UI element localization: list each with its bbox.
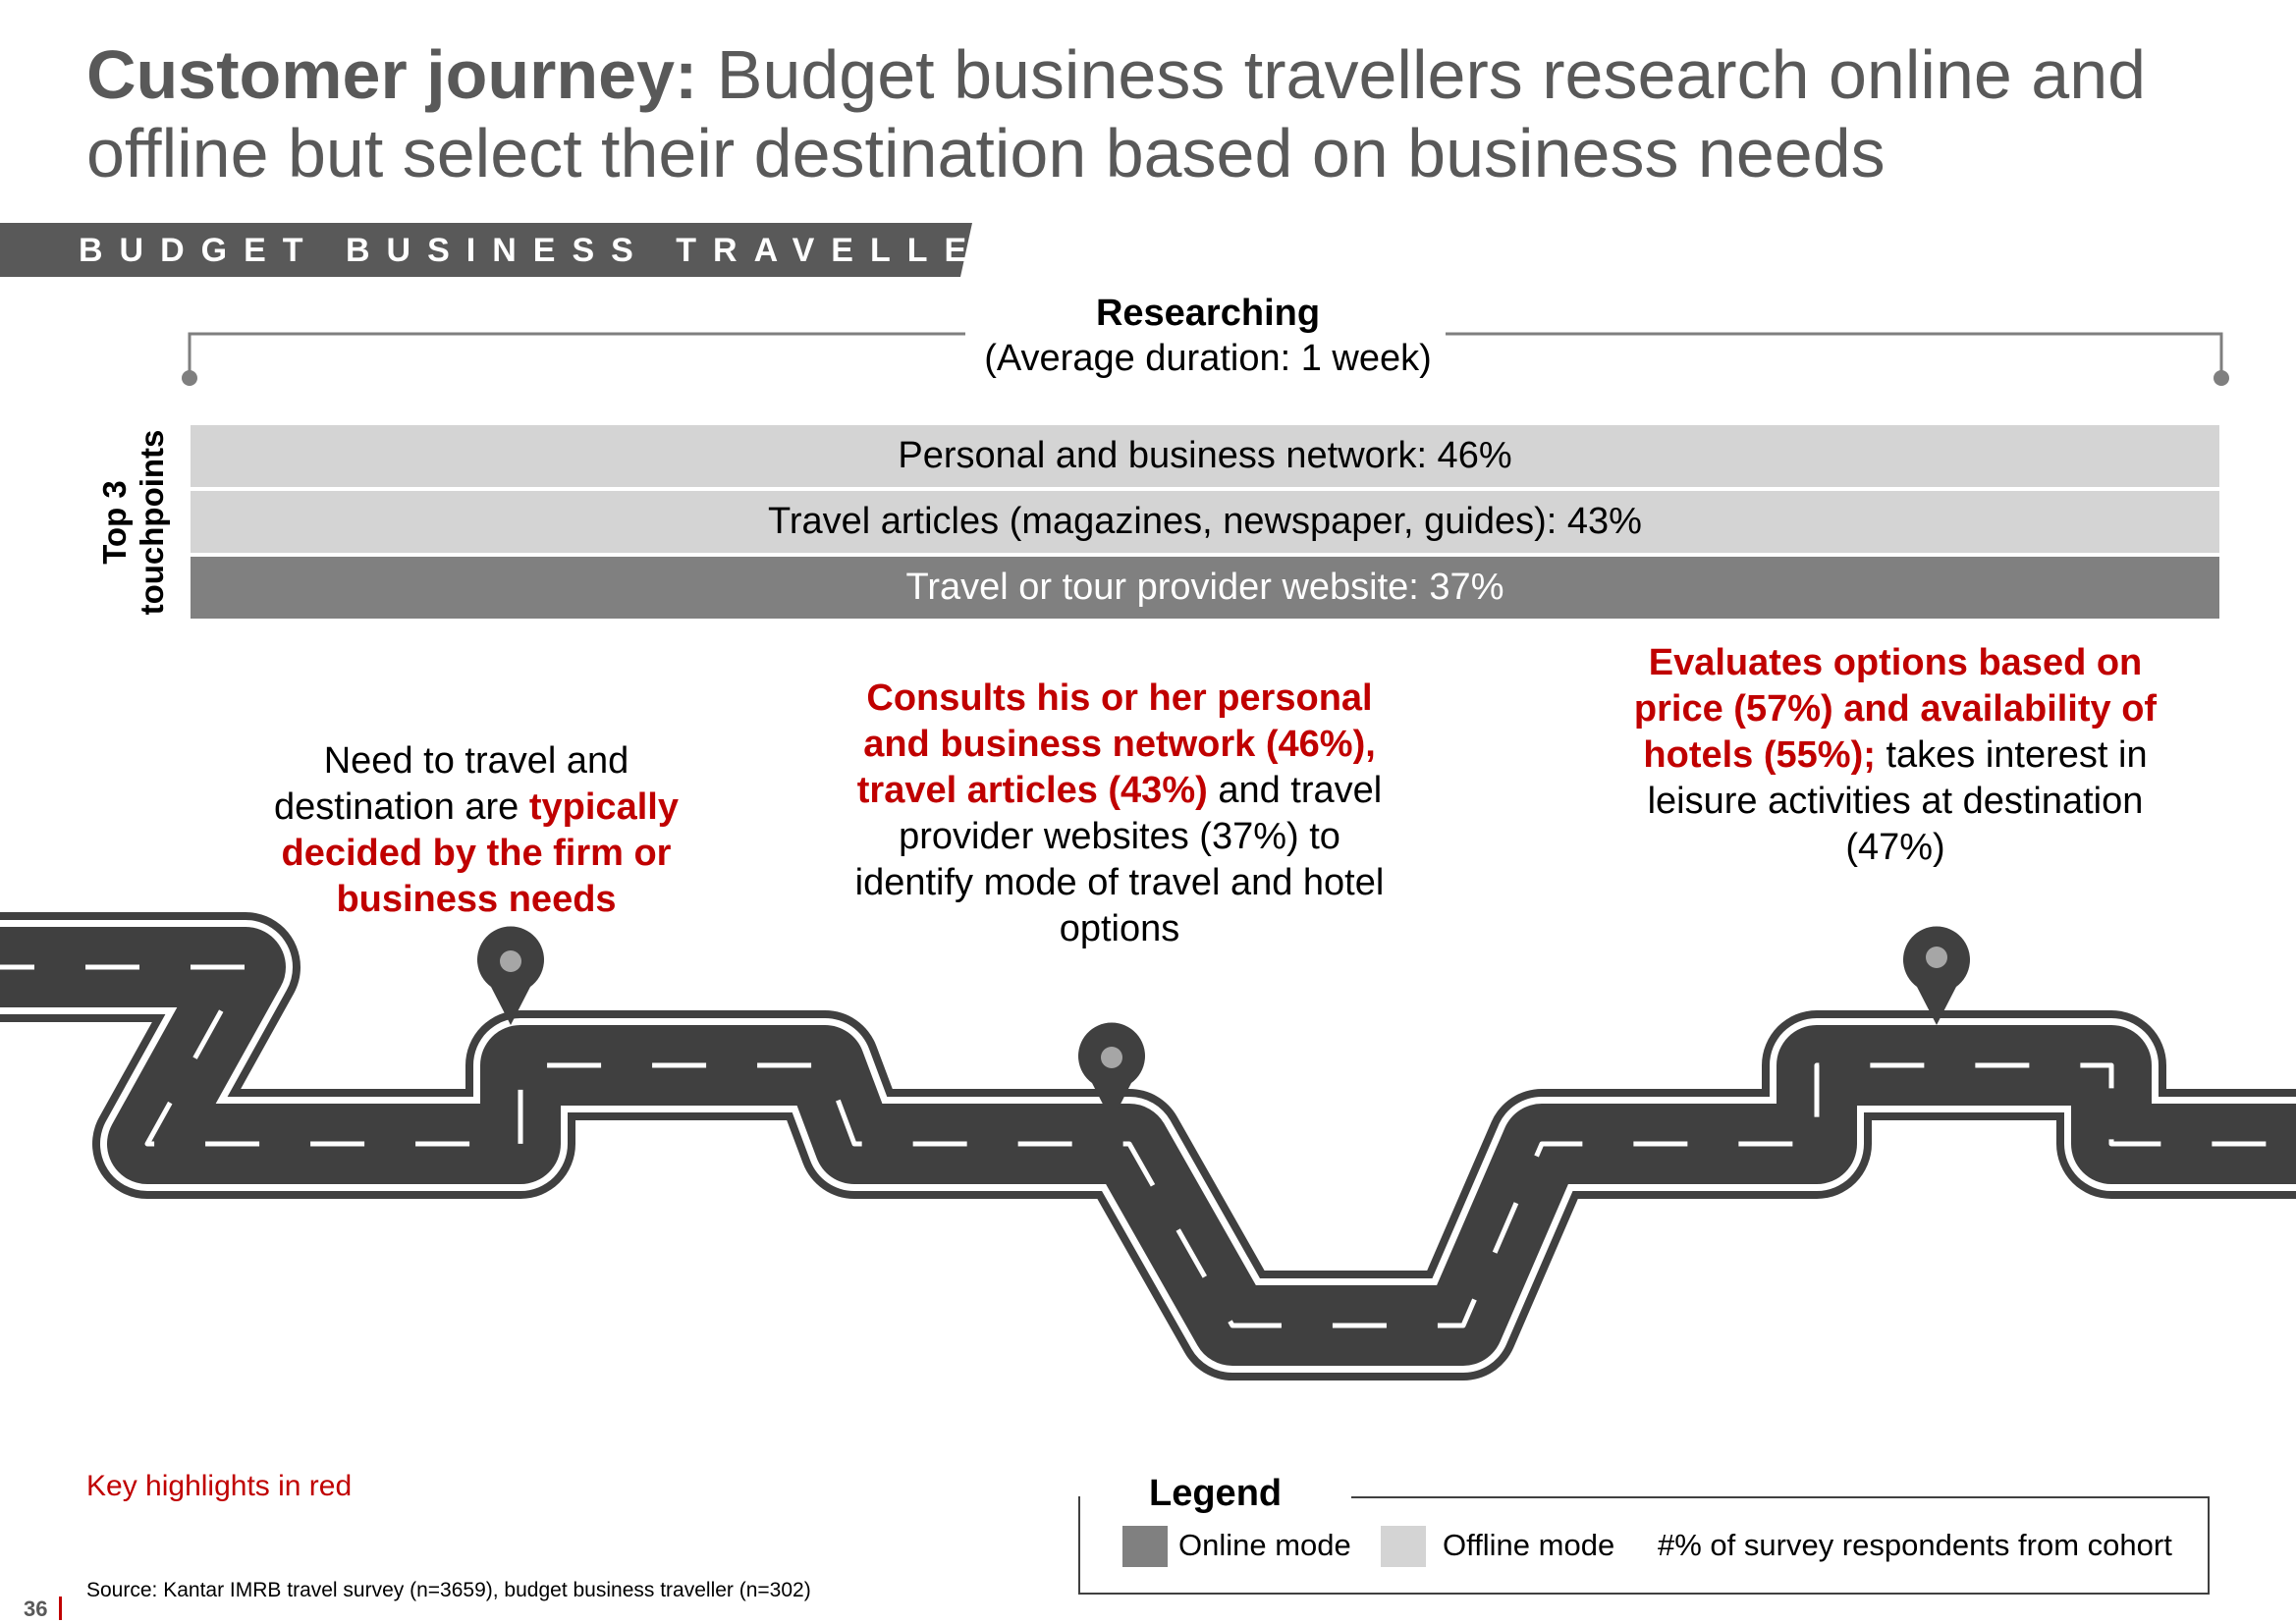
phase-bracket: [182, 332, 2229, 386]
step-3-text-end: takes interest in leisure activities at …: [1647, 734, 2148, 868]
key-highlights-note: Key highlights in red: [86, 1470, 353, 1502]
legend-note: #% of survey respondents from cohort: [1658, 1528, 2172, 1562]
legend-offline-label: Offline mode: [1443, 1528, 1615, 1562]
step-1-text: Need to travel and destination are: [274, 740, 629, 828]
title-rest: Budget business travellers research onli…: [86, 36, 2147, 191]
step-1-highlight: typically decided by the firm or busines…: [281, 786, 679, 920]
touchpoint-bar-3: Travel or tour provider website: 37%: [191, 557, 2219, 619]
step-2-text-end: and travel provider websites (37%) to id…: [854, 770, 1385, 949]
page-title: Customer journey: Budget business travel…: [86, 35, 2247, 192]
persona-banner: [0, 223, 972, 277]
touchpoint-bar-1: Personal and business network: 46%: [191, 425, 2219, 487]
legend-online-label: Online mode: [1178, 1528, 1351, 1562]
legend-online-swatch: [1122, 1526, 1168, 1567]
persona-banner-label: BUDGET BUSINESS TRAVELLER: [79, 232, 1024, 269]
phase-duration: (Average duration: 1 week): [984, 338, 1432, 379]
map-pin-icon: [477, 926, 544, 1025]
page-number: 36: [24, 1597, 48, 1621]
map-pin-icon: [1903, 926, 1971, 1025]
legend-divider: [1351, 1496, 2208, 1498]
step-2-description: Consults his or her personal and busines…: [835, 676, 1404, 952]
phase-title: Researching: [1095, 293, 1321, 334]
page-number-divider: [59, 1597, 62, 1620]
map-pin-icon: [1078, 1022, 1146, 1121]
source-note: Source: Kantar IMRB travel survey (n=365…: [86, 1579, 811, 1601]
title-bold: Customer journey:: [86, 36, 698, 113]
step-3-highlight: Evaluates options based on price (57%) a…: [1633, 642, 2158, 776]
step-1-description: Need to travel and destination are typic…: [236, 738, 717, 923]
step-2-highlight: Consults his or her personal and busines…: [856, 677, 1376, 811]
legend-title: Legend: [1149, 1473, 1283, 1514]
step-3-description: Evaluates options based on price (57%) a…: [1630, 640, 2160, 871]
touchpoint-bar-2: Travel articles (magazines, newspaper, g…: [191, 491, 2219, 553]
legend-box: [1078, 1496, 2210, 1595]
legend-offline-swatch: [1381, 1526, 1426, 1567]
